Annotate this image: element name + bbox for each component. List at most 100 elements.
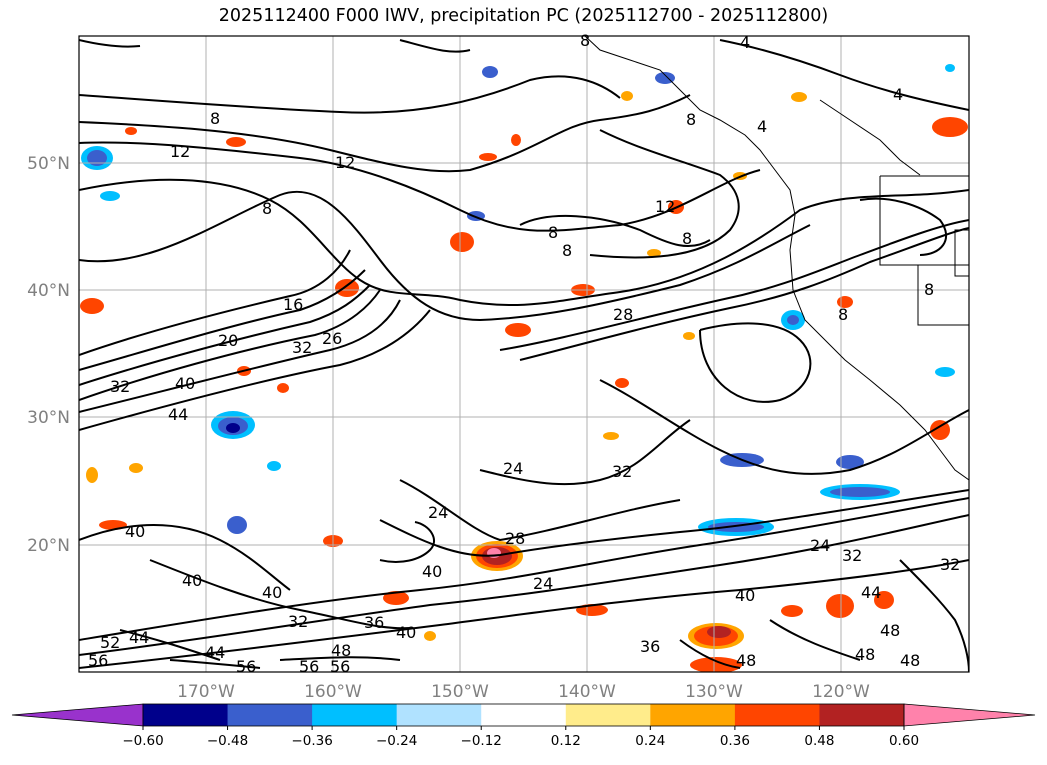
iwv-contour-24 [399, 479, 681, 542]
contour-label: 20 [218, 331, 238, 350]
contour-label: 48 [736, 651, 756, 670]
colorbar-tick-label: 0.36 [720, 733, 750, 749]
contour-label: 44 [168, 405, 188, 424]
precip-patch [267, 461, 281, 471]
province-border [819, 99, 921, 176]
contour-label: 40 [396, 623, 416, 642]
iwv-contour-8 [519, 214, 711, 248]
contour-label: 24 [533, 574, 553, 593]
colorbar-tick-label: −0.60 [122, 733, 163, 749]
contour-label: 32 [842, 546, 862, 565]
iwv-contour-36 [79, 514, 969, 656]
contour-label: 48 [331, 641, 351, 660]
colorbar-tick-label: 0.12 [551, 733, 581, 749]
iwv-contour-8 [79, 178, 969, 307]
iwv-contour-4 [719, 39, 969, 111]
precip-patch [227, 516, 247, 534]
contour-label: 24 [503, 459, 523, 478]
north-america-coast [584, 36, 969, 481]
precip-patch [511, 134, 521, 146]
contour-label: 12 [655, 197, 675, 216]
precip-patch [86, 467, 98, 483]
iwv-contour-8 [79, 94, 691, 173]
precip-patch [615, 378, 629, 388]
iwv-contour-28 [599, 379, 969, 475]
iwv-contour-48 [679, 619, 861, 669]
colorbar-swatch [481, 704, 567, 726]
iwv-contour-8 [79, 75, 621, 114]
lon-axis-labels: 170°W 160°W 150°W 140°W 130°W 120°W [177, 682, 870, 702]
contour-label: 28 [613, 305, 633, 324]
colorbar-swatch [312, 704, 398, 726]
contour-label: 40 [422, 562, 442, 581]
map-panel: 8 12 12 8 16 20 32 26 32 40 44 28 8 8 8 … [27, 31, 970, 702]
colorbar-tick-label: −0.48 [207, 733, 248, 749]
precip-patch [874, 591, 894, 609]
iwv-contour-28 [699, 322, 812, 403]
iwv-contour-32 [79, 497, 969, 641]
contour-label: 48 [855, 645, 875, 664]
coastlines [584, 36, 969, 481]
iwv-contour-28 [499, 219, 969, 351]
colorbar-swatch [565, 704, 651, 726]
contour-label: 8 [924, 280, 934, 299]
lon-label: 160°W [304, 682, 362, 702]
colorbar-tick-label: −0.24 [376, 733, 417, 749]
colorbar-swatch [396, 704, 482, 726]
contour-label: 8 [562, 241, 572, 260]
lon-label: 140°W [558, 682, 616, 702]
precip-patch [80, 298, 104, 314]
iwv-contour-20 [79, 269, 366, 371]
iwv-contour-24 [379, 489, 969, 557]
contour-label: 24 [428, 503, 448, 522]
iwv-contours [79, 39, 969, 672]
lon-label: 130°W [685, 682, 743, 702]
colorbar-extend-low [11, 703, 144, 727]
contour-label: 40 [175, 374, 195, 393]
lon-label: 170°W [177, 682, 235, 702]
precip-patch [935, 367, 955, 377]
precip-patch [830, 487, 890, 497]
iwv-contour-4 [399, 39, 471, 53]
iwv-contour-48 [899, 559, 969, 672]
precip-patch [450, 232, 474, 252]
contour-label: 56 [236, 657, 256, 676]
colorbar-tick-label: 0.60 [889, 733, 919, 749]
contour-label: 8 [262, 199, 272, 218]
contour-label: 16 [283, 295, 303, 314]
lon-label: 150°W [431, 682, 489, 702]
state-borders [879, 175, 969, 326]
colorbar-swatch [650, 704, 736, 726]
contour-label: 8 [686, 110, 696, 129]
contour-label: 48 [900, 651, 920, 670]
colorbar-tick-label: 0.48 [804, 733, 834, 749]
iwv-contour-16 [79, 249, 351, 356]
precip-patch [683, 332, 695, 340]
iwv-contour-44 [79, 309, 431, 431]
contour-label: 4 [757, 117, 767, 136]
precip-patch [621, 91, 633, 101]
lat-label: 30°N [27, 408, 70, 428]
colorbar-tick-label: −0.12 [461, 733, 502, 749]
precip-patch [836, 455, 864, 469]
map-frame [78, 35, 970, 673]
precip-patch [707, 626, 731, 638]
contour-label: 26 [322, 329, 342, 348]
precip-patch [129, 463, 143, 473]
colorbar-swatch [819, 704, 905, 726]
iwv-contour-28 [519, 227, 969, 361]
precip-patch [505, 323, 531, 337]
precip-patch [932, 117, 968, 137]
contour-label: 28 [505, 529, 525, 548]
colorbar-swatch [227, 704, 313, 726]
lon-label: 120°W [812, 682, 870, 702]
contour-label: 36 [364, 613, 384, 632]
precip-patch [479, 153, 497, 161]
colorbar-extend-high [903, 703, 1036, 727]
contour-label: 4 [740, 33, 750, 52]
contour-label: 32 [288, 612, 308, 631]
iwv-contour-8 [589, 129, 740, 259]
precip-patch [945, 64, 955, 72]
precip-patch [690, 657, 742, 672]
iwv-contour-12 [79, 141, 761, 232]
